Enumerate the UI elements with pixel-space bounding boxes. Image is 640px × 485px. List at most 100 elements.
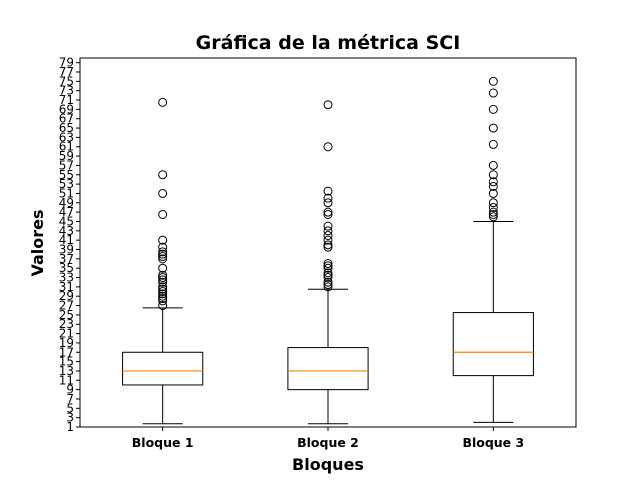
y-axis-title: Valores (28, 209, 47, 276)
y-tick-label: 35 (59, 261, 74, 275)
outlier-point (323, 280, 333, 290)
outlier-point (323, 240, 333, 250)
x-axis-title: Bloques (292, 455, 364, 474)
y-tick-label: 25 (59, 308, 74, 322)
outlier-point (158, 291, 168, 301)
y-tick-label: 61 (59, 140, 74, 154)
outlier-point (323, 142, 333, 152)
y-tick-label: 1 (66, 420, 74, 434)
iqr-box (287, 347, 369, 391)
outlier-point (158, 270, 168, 280)
outlier-point (323, 268, 333, 278)
y-tick-label: 65 (59, 121, 74, 135)
outlier-point (323, 261, 333, 271)
outlier-point (158, 282, 168, 292)
outlier-point (488, 123, 498, 133)
iqr-box (452, 312, 534, 377)
y-tick-label: 53 (59, 177, 74, 191)
outlier-point (488, 202, 498, 212)
outlier-point (158, 247, 168, 257)
y-tick-label: 59 (59, 149, 74, 163)
y-tick-label: 75 (59, 74, 74, 88)
outlier-point (323, 186, 333, 196)
y-tick-label: 19 (59, 336, 74, 350)
y-tick-label: 55 (59, 168, 74, 182)
y-tick-label: 17 (59, 345, 74, 359)
outlier-point (323, 282, 333, 292)
outlier-point (158, 97, 168, 107)
outlier-point (488, 139, 498, 149)
outlier-point (323, 226, 333, 236)
y-tick-label: 47 (59, 205, 74, 219)
plot-frame (79, 57, 577, 428)
outlier-point (158, 277, 168, 287)
y-tick-label: 23 (59, 317, 74, 331)
outlier-point (488, 207, 498, 217)
outlier-point (158, 242, 168, 252)
outlier-point (488, 160, 498, 170)
y-tick-label: 13 (59, 364, 74, 378)
outlier-point (158, 287, 168, 297)
outlier-point (488, 88, 498, 98)
y-tick-label: 9 (66, 383, 74, 397)
outlier-point (323, 209, 333, 219)
y-tick-label: 45 (59, 214, 74, 228)
y-tick-label: 37 (59, 252, 74, 266)
iqr-box (122, 351, 204, 386)
outlier-point (488, 177, 498, 187)
outlier-point (158, 301, 168, 311)
outlier-point (158, 289, 168, 299)
y-tick-label: 29 (59, 289, 74, 303)
outlier-point (158, 235, 168, 245)
outlier-point (323, 221, 333, 231)
outlier-point (488, 76, 498, 86)
outlier-point (158, 263, 168, 273)
y-tick-label: 79 (59, 56, 74, 70)
y-tick-label: 67 (59, 112, 74, 126)
outlier-point (158, 275, 168, 285)
outlier-point (323, 259, 333, 269)
outlier-point (323, 235, 333, 245)
outlier-point (158, 296, 168, 306)
y-tick-label: 43 (59, 224, 74, 238)
outlier-point (488, 188, 498, 198)
x-tick-label: Bloque 1 (132, 435, 194, 450)
outlier-point (488, 104, 498, 114)
outlier-point (323, 193, 333, 203)
y-tick-label: 3 (66, 411, 74, 425)
outlier-point (158, 273, 168, 283)
y-tick-label: 71 (59, 93, 74, 107)
outlier-point (158, 252, 168, 262)
y-tick-label: 51 (59, 186, 74, 200)
y-tick-label: 57 (59, 158, 74, 172)
outlier-point (158, 188, 168, 198)
outlier-point (323, 273, 333, 283)
outlier-point (323, 198, 333, 208)
outlier-point (158, 294, 168, 304)
outlier-point (488, 198, 498, 208)
outlier-point (323, 263, 333, 273)
chart-title: Gráfica de la métrica SCI (196, 32, 461, 54)
y-tick-label: 31 (59, 280, 74, 294)
y-tick-label: 21 (59, 327, 74, 341)
outlier-point (158, 254, 168, 264)
outlier-point (158, 170, 168, 180)
outlier-point (323, 242, 333, 252)
x-tick-label: Bloque 3 (462, 435, 524, 450)
y-tick-label: 7 (66, 392, 74, 406)
outlier-point (323, 277, 333, 287)
y-tick-label: 39 (59, 243, 74, 257)
y-tick-label: 77 (59, 65, 74, 79)
y-tick-label: 15 (59, 355, 74, 369)
outlier-point (323, 100, 333, 110)
outlier-point (158, 249, 168, 259)
outlier-point (488, 181, 498, 191)
outlier-point (158, 209, 168, 219)
y-tick-label: 33 (59, 271, 74, 285)
outlier-point (488, 209, 498, 219)
y-tick-label: 69 (59, 102, 74, 116)
y-tick-label: 5 (66, 401, 74, 415)
x-tick-label: Bloque 2 (297, 435, 359, 450)
